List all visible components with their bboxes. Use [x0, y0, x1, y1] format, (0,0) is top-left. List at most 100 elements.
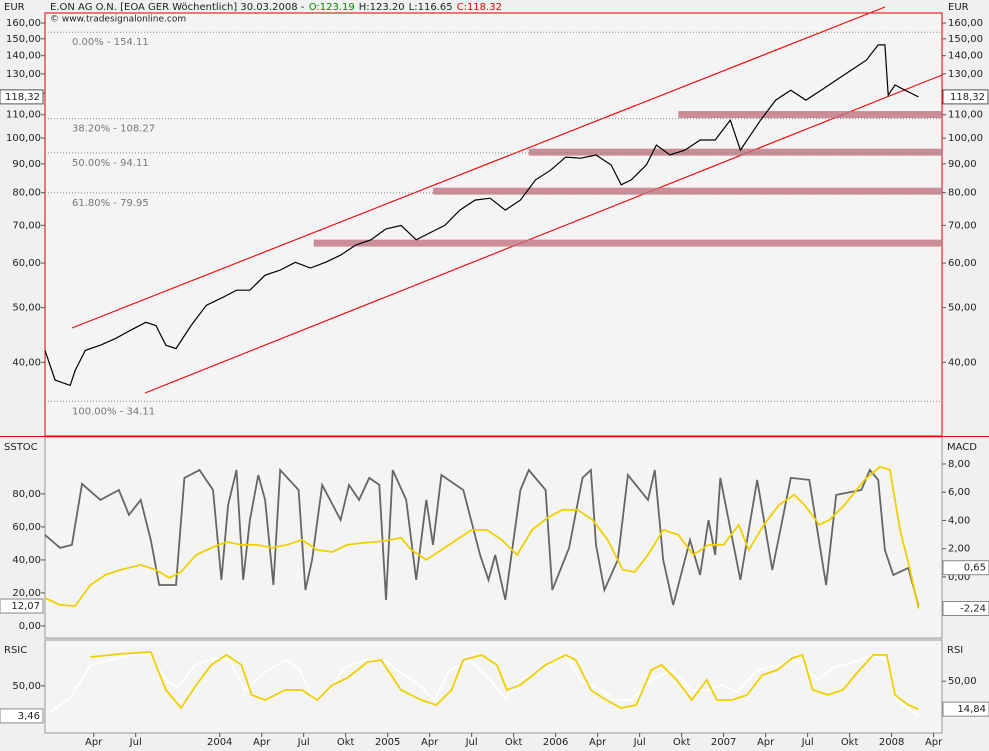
y-tick-label: 140,00 [6, 51, 41, 62]
last-value-box [942, 600, 989, 616]
y2-tick-label: 0,00 [948, 572, 970, 583]
x-tick-label: Okt [673, 737, 691, 748]
header-ohlc: O:123.19 [309, 2, 355, 13]
x-tick-label: Jul [297, 737, 310, 748]
x-tick-label: Apr [589, 737, 607, 748]
header-ohlc: L:116.65 [409, 2, 453, 13]
y-tick-label: 90,00 [12, 159, 41, 170]
resistance-zone [678, 111, 942, 119]
fib-label: 100.00% - 34.11 [72, 406, 155, 417]
y-tick-label: 20,00 [12, 588, 41, 599]
header-ohlc: C:118.32 [457, 2, 502, 13]
y-tick-label: 150,00 [6, 34, 41, 45]
y-tick-label: 50,00 [948, 303, 977, 314]
panel-title: SSTOC [4, 442, 38, 453]
last-value-label: 12,07 [11, 601, 40, 612]
fib-label: 0.00% - 154.11 [72, 37, 149, 48]
unit-left: EUR [4, 2, 25, 13]
x-tick-label: Apr [253, 737, 271, 748]
y-tick-label: 160,00 [6, 18, 41, 29]
x-tick-label: 2008 [879, 737, 904, 748]
panel-title-right: RSI [947, 645, 963, 656]
series-line [49, 653, 920, 717]
header-title: E.ON AG O.N. [EOA GER Wöchentlich] 30.03… [50, 2, 502, 13]
fib-label: 61.80% - 79.95 [72, 198, 149, 209]
channel-lower [144, 74, 943, 394]
x-tick-label: Okt [841, 737, 859, 748]
unit-right: EUR [948, 2, 969, 13]
last-value-box [942, 701, 989, 717]
fib-label: 50.00% - 94.11 [72, 158, 149, 169]
y-tick-label: 130,00 [948, 69, 983, 80]
series-line [44, 465, 920, 609]
last-value-box [942, 560, 989, 576]
last-value-label: -2,24 [960, 603, 986, 614]
last-value-label: 0,65 [964, 563, 986, 574]
y-tick-label: 90,00 [948, 159, 977, 170]
y-tick-label: 70,00 [948, 220, 977, 231]
x-tick-label: Jul [633, 737, 646, 748]
series-line [44, 44, 919, 387]
x-tick-label: Jul [465, 737, 478, 748]
last-price-label: 118,32 [950, 92, 985, 103]
x-tick-label: Jul [129, 737, 142, 748]
x-tick-label: Apr [757, 737, 775, 748]
y-tick-label: 60,00 [12, 522, 41, 533]
header-ohlc: H:123.20 [359, 2, 405, 13]
y2-tick-label: 2,00 [948, 544, 970, 555]
y-tick-label: 40,00 [12, 357, 41, 368]
stoch-panel [44, 436, 943, 639]
last-price-box [942, 89, 989, 105]
copyright: © www.tradesignalonline.com [50, 15, 186, 25]
last-value-box [0, 598, 44, 614]
last-price-box [0, 89, 44, 105]
price-panel [44, 12, 943, 437]
y2-tick-label: 50,00 [948, 676, 977, 687]
series-line [90, 650, 919, 711]
x-tick-label: 2005 [375, 737, 400, 748]
header-text: E.ON AG O.N. [EOA GER Wöchentlich] 30.03… [50, 2, 305, 13]
last-value-box [0, 708, 44, 724]
y-tick-label: 140,00 [948, 51, 983, 62]
y-tick-label: 80,00 [12, 489, 41, 500]
y-tick-label: 130,00 [6, 69, 41, 80]
channel-upper [71, 6, 886, 329]
y2-tick-label: 6,00 [948, 487, 970, 498]
resistance-zone [433, 187, 942, 195]
x-tick-label: Apr [85, 737, 103, 748]
resistance-zone [313, 239, 942, 247]
x-tick-label: 2004 [207, 737, 232, 748]
y-tick-label: 100,00 [6, 133, 41, 144]
x-tick-label: Jul [801, 737, 814, 748]
y-tick-label: 80,00 [12, 188, 41, 199]
x-tick-label: Okt [337, 737, 355, 748]
y-tick-label: 150,00 [948, 34, 983, 45]
resistance-zone [528, 148, 942, 156]
y-tick-label: 50,00 [12, 681, 41, 692]
y-tick-label: 0,00 [19, 621, 41, 632]
last-price-label: 118,32 [5, 92, 40, 103]
series-line [44, 467, 920, 607]
y-tick-label: 60,00 [948, 258, 977, 269]
fib-label: 38.20% - 108.27 [72, 124, 155, 135]
y-tick-label: 70,00 [12, 220, 41, 231]
x-tick-label: Apr [925, 737, 943, 748]
y-tick-label: 40,00 [948, 357, 977, 368]
x-tick-label: 2007 [711, 737, 736, 748]
y-tick-label: 110,00 [6, 110, 41, 121]
y-tick-label: 110,00 [948, 110, 983, 121]
y2-tick-label: 4,00 [948, 515, 970, 526]
y-tick-label: 50,00 [12, 303, 41, 314]
y-tick-label: 100,00 [948, 133, 983, 144]
last-value-label: 14,84 [957, 704, 986, 715]
last-value-label: 3,46 [18, 711, 40, 722]
panel-title-right: MACD [947, 442, 977, 453]
y-tick-label: 60,00 [12, 258, 41, 269]
x-tick-label: Okt [505, 737, 523, 748]
x-tick-label: 2006 [543, 737, 568, 748]
y-tick-label: 80,00 [948, 188, 977, 199]
panel-title: RSIC [4, 645, 27, 656]
y-tick-label: 40,00 [12, 555, 41, 566]
x-tick-label: Apr [421, 737, 439, 748]
